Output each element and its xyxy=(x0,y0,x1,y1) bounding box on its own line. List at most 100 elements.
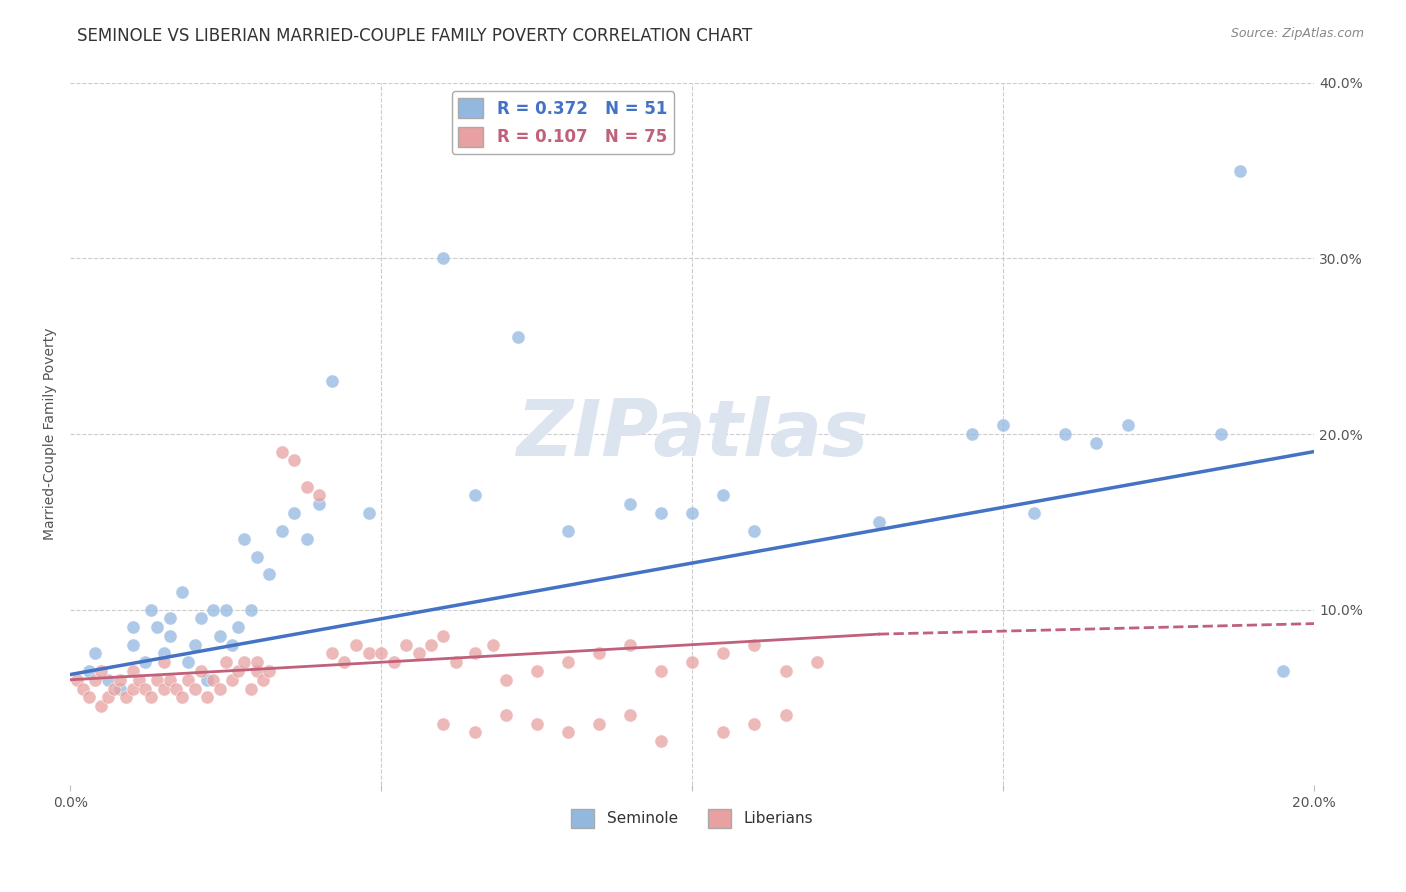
Point xyxy=(464,647,486,661)
Point xyxy=(619,638,641,652)
Point xyxy=(195,690,218,705)
Point xyxy=(172,690,194,705)
Text: SEMINOLE VS LIBERIAN MARRIED-COUPLE FAMILY POVERTY CORRELATION CHART: SEMINOLE VS LIBERIAN MARRIED-COUPLE FAMI… xyxy=(77,27,752,45)
Point xyxy=(121,681,143,696)
Point xyxy=(165,681,187,696)
Point xyxy=(588,716,610,731)
Point xyxy=(233,655,256,669)
Point xyxy=(395,638,418,652)
Point xyxy=(202,602,225,616)
Point xyxy=(482,638,505,652)
Point xyxy=(1209,427,1232,442)
Point xyxy=(681,655,703,669)
Point xyxy=(283,506,305,520)
Point xyxy=(97,673,120,687)
Point xyxy=(344,638,367,652)
Point xyxy=(190,611,212,625)
Point xyxy=(195,673,218,687)
Point xyxy=(557,524,579,538)
Point xyxy=(432,252,454,266)
Point xyxy=(711,488,734,502)
Point xyxy=(252,673,274,687)
Point xyxy=(103,681,125,696)
Point xyxy=(711,647,734,661)
Point xyxy=(744,638,766,652)
Point xyxy=(259,567,281,582)
Point xyxy=(97,690,120,705)
Text: Source: ZipAtlas.com: Source: ZipAtlas.com xyxy=(1230,27,1364,40)
Point xyxy=(159,611,181,625)
Point xyxy=(77,690,100,705)
Point xyxy=(1272,664,1295,678)
Point xyxy=(464,725,486,739)
Point xyxy=(208,629,231,643)
Point xyxy=(121,664,143,678)
Point xyxy=(295,480,318,494)
Point xyxy=(283,453,305,467)
Point xyxy=(321,375,343,389)
Point xyxy=(159,673,181,687)
Point xyxy=(432,629,454,643)
Point xyxy=(495,707,517,722)
Point xyxy=(557,655,579,669)
Point xyxy=(464,488,486,502)
Point xyxy=(295,533,318,547)
Point xyxy=(77,664,100,678)
Point xyxy=(221,638,243,652)
Point xyxy=(420,638,443,652)
Point xyxy=(141,690,163,705)
Point xyxy=(1229,163,1251,178)
Point xyxy=(432,716,454,731)
Point xyxy=(134,655,156,669)
Point xyxy=(382,655,405,669)
Point xyxy=(108,681,131,696)
Point xyxy=(588,647,610,661)
Point xyxy=(246,664,269,678)
Point xyxy=(259,664,281,678)
Point xyxy=(128,673,150,687)
Point xyxy=(246,655,269,669)
Point xyxy=(557,725,579,739)
Point xyxy=(183,681,205,696)
Point xyxy=(333,655,356,669)
Point xyxy=(172,585,194,599)
Point xyxy=(121,638,143,652)
Point xyxy=(711,725,734,739)
Point xyxy=(221,673,243,687)
Point xyxy=(121,620,143,634)
Point xyxy=(239,602,262,616)
Point xyxy=(215,602,238,616)
Point xyxy=(806,655,828,669)
Point xyxy=(308,488,330,502)
Point xyxy=(619,707,641,722)
Point xyxy=(1116,418,1139,433)
Point xyxy=(775,664,797,678)
Point xyxy=(134,681,156,696)
Point xyxy=(1054,427,1077,442)
Point xyxy=(960,427,983,442)
Point xyxy=(152,655,174,669)
Point xyxy=(370,647,392,661)
Point xyxy=(993,418,1015,433)
Point xyxy=(159,629,181,643)
Point xyxy=(495,673,517,687)
Point xyxy=(506,330,529,344)
Point xyxy=(65,673,87,687)
Point xyxy=(141,602,163,616)
Point xyxy=(619,497,641,511)
Point xyxy=(357,506,380,520)
Point xyxy=(650,664,672,678)
Point xyxy=(408,647,430,661)
Point xyxy=(233,533,256,547)
Point xyxy=(1024,506,1046,520)
Text: ZIPatlas: ZIPatlas xyxy=(516,396,869,472)
Legend: Seminole, Liberians: Seminole, Liberians xyxy=(565,803,820,834)
Point xyxy=(650,506,672,520)
Point xyxy=(239,681,262,696)
Point xyxy=(146,620,169,634)
Point xyxy=(270,524,292,538)
Point xyxy=(744,524,766,538)
Point xyxy=(526,716,548,731)
Point xyxy=(321,647,343,661)
Point xyxy=(308,497,330,511)
